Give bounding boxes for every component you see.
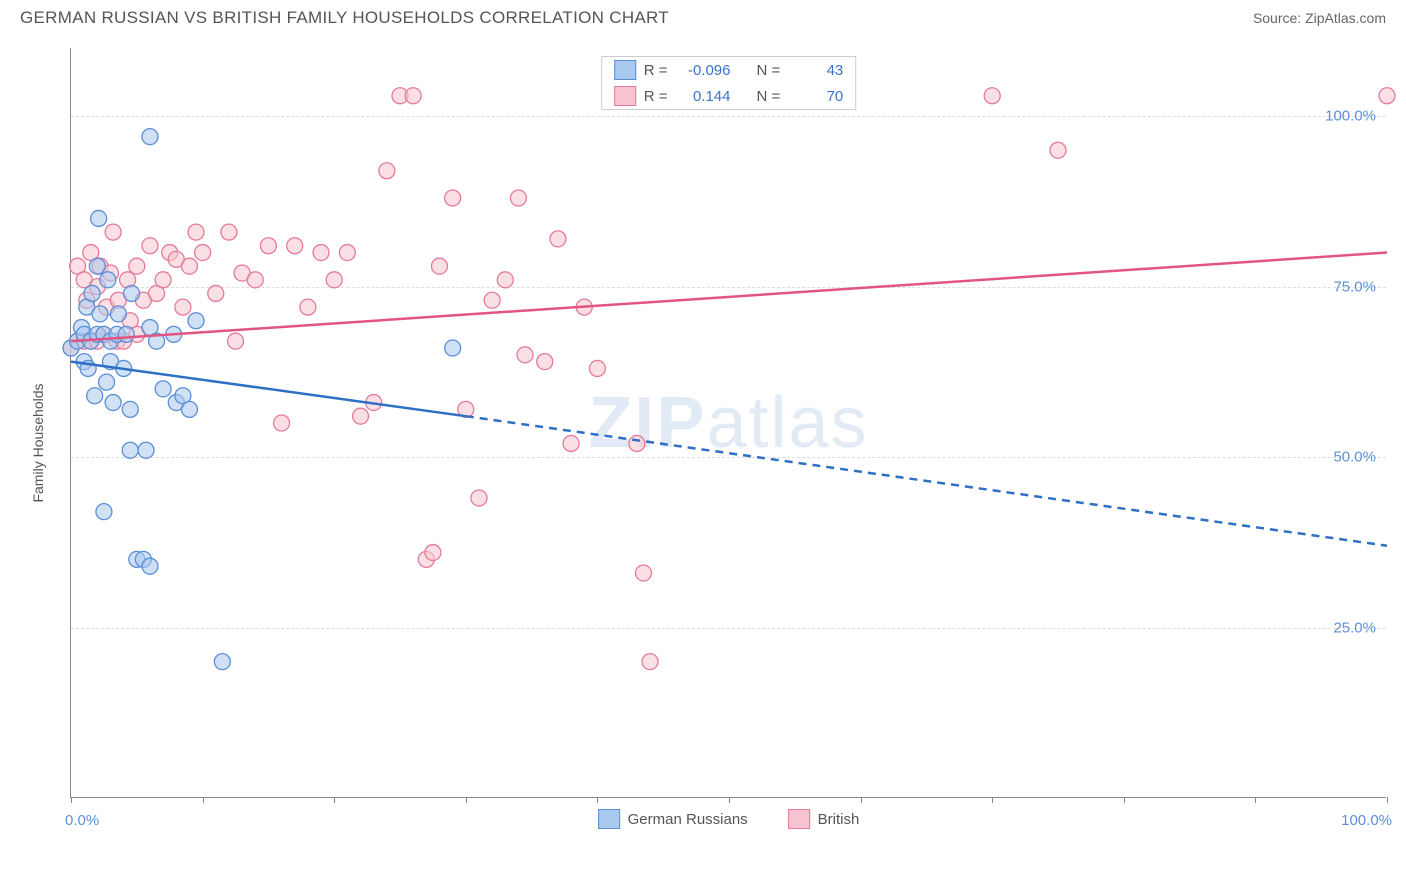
scatter-point <box>445 190 461 206</box>
n-value-b: 70 <box>788 88 843 105</box>
scatter-point <box>1379 88 1395 104</box>
scatter-point <box>445 340 461 356</box>
scatter-point <box>221 224 237 240</box>
scatter-point <box>129 258 145 274</box>
scatter-point <box>155 272 171 288</box>
scatter-point <box>471 490 487 506</box>
scatter-point <box>642 654 658 670</box>
r-value-b: 0.144 <box>676 88 731 105</box>
scatter-point <box>214 654 230 670</box>
scatter-point <box>89 258 105 274</box>
scatter-svg <box>71 48 1387 798</box>
scatter-point <box>274 415 290 431</box>
n-value-a: 43 <box>788 62 843 79</box>
scatter-point <box>87 388 103 404</box>
swatch-a <box>614 60 636 80</box>
scatter-point <box>563 435 579 451</box>
scatter-point <box>339 245 355 261</box>
scatter-point <box>635 565 651 581</box>
scatter-point <box>228 333 244 349</box>
scatter-point <box>247 272 263 288</box>
swatch-b <box>614 86 636 106</box>
scatter-point <box>188 224 204 240</box>
scatter-point <box>260 238 276 254</box>
scatter-point <box>142 558 158 574</box>
r-label: R = <box>644 62 668 79</box>
source-label: Source: ZipAtlas.com <box>1253 10 1386 26</box>
scatter-point <box>124 285 140 301</box>
scatter-point <box>1050 142 1066 158</box>
trend-line <box>71 253 1387 342</box>
scatter-point <box>984 88 1000 104</box>
scatter-point <box>118 326 134 342</box>
stats-row-b: R = 0.144 N = 70 <box>602 83 856 109</box>
scatter-point <box>379 163 395 179</box>
scatter-point <box>175 299 191 315</box>
scatter-point <box>96 504 112 520</box>
chart-container: Family Households 25.0%50.0%75.0%100.0% … <box>20 48 1386 838</box>
scatter-point <box>122 442 138 458</box>
x-max-label: 100.0% <box>1341 812 1392 829</box>
scatter-point <box>105 224 121 240</box>
scatter-point <box>100 272 116 288</box>
legend-label-b: British <box>818 811 860 828</box>
scatter-point <box>84 285 100 301</box>
scatter-point <box>405 88 421 104</box>
x-tick <box>1387 797 1388 803</box>
scatter-point <box>208 285 224 301</box>
scatter-point <box>629 435 645 451</box>
scatter-point <box>99 374 115 390</box>
legend-swatch-b <box>788 809 810 829</box>
scatter-point <box>313 245 329 261</box>
scatter-point <box>589 360 605 376</box>
r-value-a: -0.096 <box>676 62 731 79</box>
legend-label-a: German Russians <box>628 811 748 828</box>
scatter-point <box>550 231 566 247</box>
scatter-point <box>92 306 108 322</box>
scatter-point <box>155 381 171 397</box>
x-min-label: 0.0% <box>65 812 99 829</box>
legend-item-b: British <box>788 809 860 829</box>
scatter-point <box>105 395 121 411</box>
plot-area: 25.0%50.0%75.0%100.0% ZIPatlas R = -0.09… <box>70 48 1386 798</box>
scatter-point <box>181 258 197 274</box>
scatter-point <box>510 190 526 206</box>
scatter-point <box>497 272 513 288</box>
scatter-point <box>91 210 107 226</box>
n-label: N = <box>757 88 781 105</box>
legend-swatch-a <box>598 809 620 829</box>
n-label: N = <box>757 62 781 79</box>
scatter-point <box>300 299 316 315</box>
scatter-point <box>287 238 303 254</box>
r-label: R = <box>644 88 668 105</box>
scatter-point <box>110 306 126 322</box>
y-axis-label: Family Households <box>30 383 46 502</box>
scatter-point <box>484 292 500 308</box>
stats-legend: R = -0.096 N = 43 R = 0.144 N = 70 <box>601 56 857 110</box>
bottom-legend: German Russians British <box>598 809 860 829</box>
trend-line <box>466 416 1387 546</box>
scatter-point <box>353 408 369 424</box>
scatter-point <box>431 258 447 274</box>
stats-row-a: R = -0.096 N = 43 <box>602 57 856 83</box>
scatter-point <box>517 347 533 363</box>
scatter-point <box>425 545 441 561</box>
scatter-point <box>181 401 197 417</box>
scatter-point <box>122 401 138 417</box>
chart-title: GERMAN RUSSIAN VS BRITISH FAMILY HOUSEHO… <box>20 8 669 28</box>
scatter-point <box>188 313 204 329</box>
scatter-point <box>142 238 158 254</box>
scatter-point <box>326 272 342 288</box>
scatter-point <box>195 245 211 261</box>
scatter-point <box>142 129 158 145</box>
scatter-point <box>537 354 553 370</box>
legend-item-a: German Russians <box>598 809 748 829</box>
scatter-point <box>138 442 154 458</box>
